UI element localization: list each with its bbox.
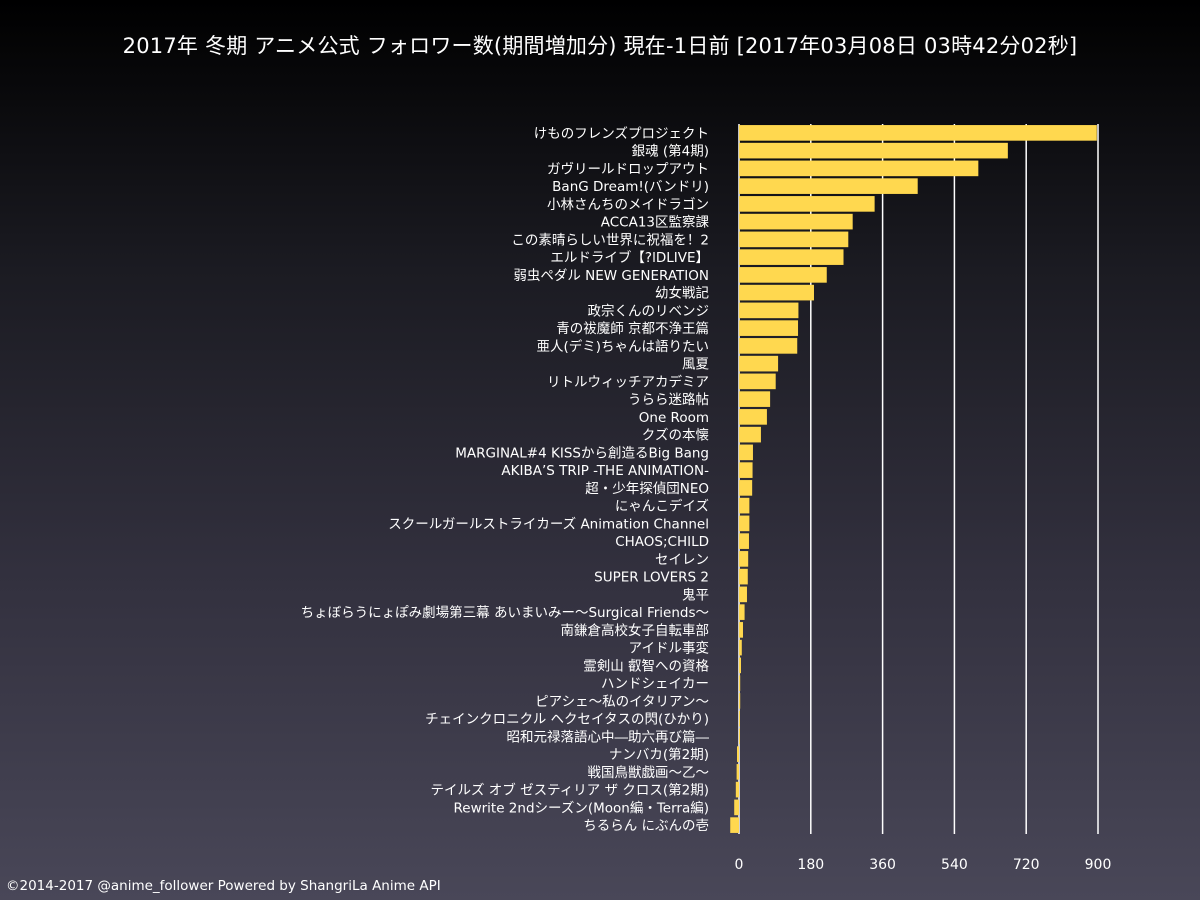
category-label: にゃんこデイズ: [615, 498, 709, 515]
category-label: 鬼平: [682, 587, 709, 603]
bar: [739, 196, 875, 212]
category-label: クズの本懐: [642, 427, 709, 444]
category-label: One Room: [639, 410, 709, 426]
bar: [736, 764, 739, 780]
bar: [739, 142, 1008, 159]
category-label: チェインクロニクル ヘクセイタスの閃(ひかり): [425, 712, 709, 728]
category-label: テイルズ オブ ゼスティリア ザ クロス(第2期): [431, 782, 709, 799]
bar: [739, 231, 849, 248]
bar: [739, 355, 779, 372]
x-tick-label: 900: [1085, 857, 1112, 873]
category-label: スクールガールストライカーズ Animation Channel: [388, 516, 709, 532]
bar: [739, 267, 827, 283]
category-label: 銀魂 (第4期): [632, 143, 709, 160]
category-label: 昭和元禄落語心中―助六再び篇―: [507, 728, 710, 745]
bar: [730, 817, 739, 833]
category-label: うらら迷路帖: [628, 392, 709, 408]
bar: [739, 693, 741, 709]
category-label: セイレン: [655, 552, 709, 568]
bar: [739, 568, 748, 585]
bar: [739, 639, 742, 656]
category-label: エルドライブ【?lDLIVE】: [550, 249, 709, 266]
bar: [739, 320, 799, 336]
category-label: 幼女戦記: [655, 285, 709, 302]
category-label: 青の祓魔師 京都不浄王篇: [556, 321, 709, 337]
category-label: 超・少年探偵団NEO: [585, 481, 709, 497]
bar: [739, 444, 753, 461]
bar: [739, 373, 776, 390]
grid-layer: [738, 124, 1099, 834]
category-label: アイドル事変: [629, 640, 709, 657]
bar: [739, 213, 853, 230]
bar: [734, 799, 739, 816]
category-label: この素晴らしい世界に祝福を！2: [511, 232, 709, 248]
bar: [739, 657, 741, 674]
category-label: SUPER LOVERS 2: [594, 570, 709, 586]
category-label: 南鎌倉高校女子自転車部: [561, 622, 710, 639]
bar: [739, 710, 740, 727]
bar: [739, 178, 918, 194]
category-label: ACCA13区監察課: [601, 214, 710, 231]
category-label: けものフレンズプロジェクト: [534, 126, 709, 142]
chart-title: 2017年 冬期 アニメ公式 フォロワー数(期間増加分) 現在-1日前 [201…: [122, 34, 1078, 58]
bar: [739, 533, 749, 549]
bar: [739, 586, 747, 603]
category-label: 戦国鳥獣戯画〜乙〜: [588, 765, 710, 781]
category-label: ナンバカ(第2期): [609, 746, 709, 763]
category-label: 政宗くんのリベンジ: [588, 303, 710, 319]
x-tick-label: 180: [797, 857, 824, 873]
category-label: ちるらん にぶんの壱: [583, 817, 709, 834]
category-label: 小林さんちのメイドラゴン: [547, 196, 709, 213]
x-tick-label: 540: [941, 857, 968, 873]
bar: [739, 302, 799, 319]
category-label: ピアシェ〜私のイタリアン〜: [535, 694, 709, 710]
category-label: ガヴリールドロップアウト: [547, 160, 709, 177]
bar: [739, 125, 1097, 141]
bar: [739, 338, 798, 354]
bar: [739, 249, 844, 265]
x-tick-label: 360: [869, 857, 896, 873]
category-label: 弱虫ペダル NEW GENERATION: [513, 268, 709, 284]
category-label: MARGINAL#4 KISSから創造るBig Bang: [455, 445, 709, 461]
bar: [739, 409, 767, 425]
bar: [739, 728, 740, 745]
category-label: ハンドシェイカー: [601, 676, 709, 692]
bar-layer: [730, 125, 1097, 833]
bar: [739, 515, 750, 532]
category-label: AKIBA’S TRIP -THE ANIMATION-: [501, 463, 709, 479]
x-tick-label: 720: [1013, 857, 1040, 873]
bar: [739, 284, 814, 301]
x-axis-ticks: 0 180 360 540 720 900: [735, 857, 1112, 873]
bar: [737, 746, 739, 762]
category-label: 亜人(デミ)ちゃんは語りたい: [536, 338, 709, 355]
bar: [739, 551, 749, 567]
category-label: 風夏: [682, 357, 710, 373]
bar: [735, 781, 739, 798]
category-label: CHAOS;CHILD: [615, 534, 709, 550]
bar: [739, 675, 741, 691]
bar: [739, 462, 753, 478]
category-label: 霊剣山 叡智への資格: [583, 658, 709, 674]
bar: [739, 426, 761, 443]
footer-credit: ©2014-2017 @anime_follower Powered by Sh…: [6, 878, 441, 894]
x-tick-label: 0: [735, 857, 744, 873]
bar: [739, 160, 979, 177]
bar: [739, 604, 745, 620]
bar: [739, 622, 743, 638]
bar: [739, 391, 771, 407]
category-label: Rewrite 2ndシーズン(Moon編・Terra編): [453, 800, 709, 816]
bar: [739, 497, 750, 514]
category-label: リトルウィッチアカデミア: [547, 373, 709, 390]
category-label: ちょぼらうにょぽみ劇場第三幕 あいまいみー〜Surgical Friends〜: [301, 604, 709, 621]
bar: [739, 480, 753, 496]
category-label: BanG Dream!(バンドリ): [552, 179, 709, 195]
